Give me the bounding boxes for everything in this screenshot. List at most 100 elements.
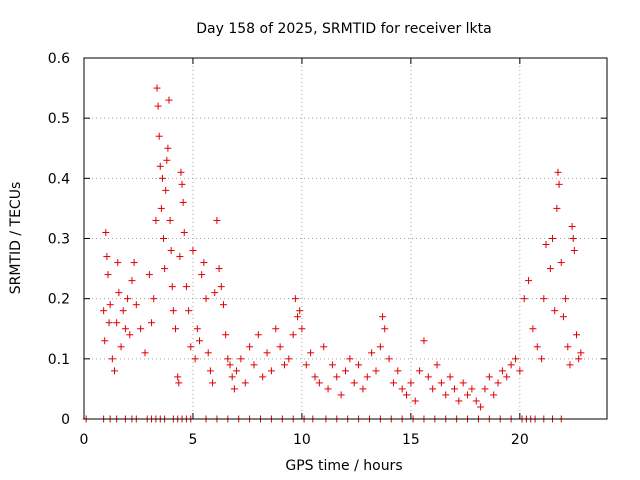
data-point (237, 355, 245, 363)
data-point (315, 379, 323, 387)
data-point (562, 295, 570, 303)
data-point (296, 307, 304, 315)
data-point (150, 295, 158, 303)
data-point (568, 222, 576, 230)
data-point (132, 301, 140, 309)
data-point (145, 271, 153, 279)
data-point (137, 325, 145, 333)
data-point (100, 307, 108, 315)
x-tick-label: 0 (80, 432, 89, 448)
data-point (154, 102, 162, 110)
y-tick-label: 0 (61, 412, 70, 428)
data-point (559, 313, 567, 321)
data-point (411, 397, 419, 405)
data-point (250, 361, 258, 369)
data-point (570, 247, 578, 255)
data-point (276, 343, 284, 351)
x-tick-label: 15 (402, 432, 420, 448)
data-point (553, 204, 561, 212)
data-point (175, 379, 183, 387)
data-point (372, 367, 380, 375)
y-tick-label: 0.5 (48, 111, 70, 127)
data-point (302, 361, 310, 369)
data-point (342, 367, 349, 375)
data-point (403, 391, 411, 399)
data-point (241, 379, 249, 387)
data-point (555, 180, 563, 188)
data-point (575, 355, 583, 363)
data-point (477, 403, 485, 411)
data-point (152, 216, 160, 224)
data-point (222, 331, 230, 339)
data-point (174, 373, 182, 381)
data-point (158, 174, 166, 182)
data-point (376, 343, 384, 351)
data-point (228, 373, 236, 381)
y-tick-label: 0.4 (48, 171, 70, 187)
data-point (285, 355, 293, 363)
data-point (307, 349, 315, 357)
data-point (368, 349, 376, 357)
data-point (577, 349, 585, 357)
data-point (381, 325, 389, 333)
data-point (328, 361, 336, 369)
data-point (163, 156, 171, 164)
data-point (124, 295, 132, 303)
data-point (420, 337, 428, 345)
data-point (167, 247, 175, 255)
data-point (178, 180, 186, 188)
data-point (320, 343, 328, 351)
data-point (385, 355, 393, 363)
data-point (204, 349, 212, 357)
y-tick-label: 0.3 (48, 232, 70, 248)
data-point (407, 379, 415, 387)
data-point (311, 373, 319, 381)
data-point (346, 355, 354, 363)
data-point (498, 367, 506, 375)
data-point (324, 385, 332, 393)
data-point (450, 385, 458, 393)
data-point (572, 331, 580, 339)
data-point (106, 301, 114, 309)
data-point (389, 379, 397, 387)
data-point (333, 373, 341, 381)
data-point (542, 241, 550, 249)
data-point (217, 283, 225, 291)
y-tick-label: 0.6 (48, 51, 70, 67)
data-point (337, 391, 345, 399)
data-point (468, 385, 476, 393)
data-point (429, 385, 437, 393)
data-point (200, 259, 208, 267)
data-point (215, 265, 223, 273)
data-point (115, 289, 123, 297)
data-point (195, 337, 203, 345)
data-point (233, 367, 241, 375)
chart-title: Day 158 of 2025, SRMTID for receiver lkt… (196, 21, 491, 37)
data-point (128, 277, 136, 285)
data-point (566, 361, 574, 369)
data-point (551, 307, 559, 315)
data-point (254, 331, 262, 339)
plot-frame (83, 57, 608, 420)
data-point (202, 295, 210, 303)
data-point (114, 259, 122, 267)
data-point (187, 343, 195, 351)
data-point (494, 379, 502, 387)
data-point (520, 295, 528, 303)
data-point (153, 84, 161, 92)
y-tick-label: 0.1 (48, 352, 70, 368)
data-point (569, 235, 577, 242)
data-point (226, 361, 234, 369)
data-point (193, 325, 201, 333)
data-point (529, 325, 537, 333)
y-axis-title: SRMTID / TECUs (8, 182, 24, 295)
data-point (172, 325, 180, 333)
data-point (554, 168, 562, 176)
data-point (490, 391, 498, 399)
y-tick-label: 0.2 (48, 292, 70, 308)
data-point (101, 337, 109, 345)
data-point (557, 259, 565, 267)
data-point (211, 289, 219, 297)
data-point (507, 361, 515, 369)
